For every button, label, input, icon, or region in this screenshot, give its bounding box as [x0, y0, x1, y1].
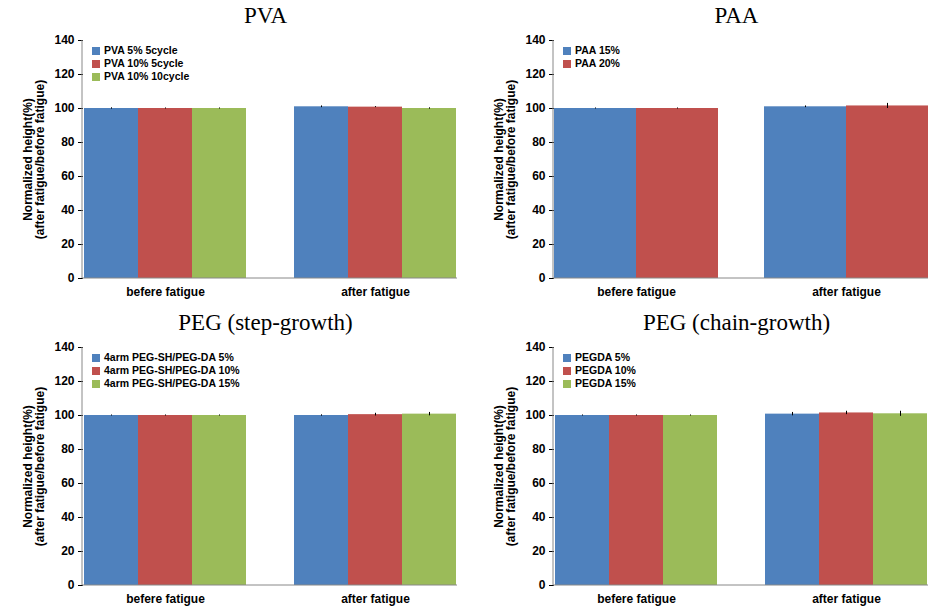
svg-text:40: 40	[61, 510, 75, 524]
html-text:PVA: PVA	[244, 3, 287, 28]
svg-text:Normalized height(%)(after fat: Normalized height(%)(after fatigue/befor…	[21, 80, 47, 239]
svg-text:80: 80	[61, 442, 75, 456]
svg-text:40: 40	[532, 203, 546, 217]
svg-text:Normalized height(%)(after fat: Normalized height(%)(after fatigue/befor…	[21, 387, 47, 546]
svg-text:60: 60	[532, 476, 546, 490]
html-text:PEGDA 15%: PEGDA 15%	[575, 377, 636, 389]
svg-text:befere fatigue: befere fatigue	[126, 592, 205, 606]
svg-text:80: 80	[532, 442, 546, 456]
html-text:PEGDA 10%: PEGDA 10%	[575, 364, 636, 376]
svg-text:140: 140	[54, 340, 74, 354]
html-text:4arm PEG-SH/PEG-DA 15%: 4arm PEG-SH/PEG-DA 15%	[104, 377, 240, 389]
html-text:PAA 20%: PAA 20%	[575, 57, 620, 69]
svg-text:0: 0	[539, 271, 546, 285]
svg-text:100: 100	[54, 101, 74, 115]
svg-text:20: 20	[61, 237, 75, 251]
svg-text:after fatigue: after fatigue	[812, 592, 881, 606]
svg-text:60: 60	[532, 169, 546, 183]
svg-text:80: 80	[61, 135, 75, 149]
svg-text:befere fatigue: befere fatigue	[126, 285, 205, 299]
svg-text:0: 0	[68, 578, 75, 592]
svg-text:0: 0	[539, 578, 546, 592]
svg-text:140: 140	[525, 33, 545, 47]
svg-text:80: 80	[532, 135, 546, 149]
svg-text:20: 20	[532, 237, 546, 251]
html-text:PEG (chain-growth): PEG (chain-growth)	[642, 310, 831, 335]
html-text:PVA 10% 5cycle: PVA 10% 5cycle	[104, 57, 184, 69]
svg-text:120: 120	[54, 67, 74, 81]
svg-text:20: 20	[532, 544, 546, 558]
html-text:4arm PEG-SH/PEG-DA 5%: 4arm PEG-SH/PEG-DA 5%	[104, 351, 234, 363]
svg-text:after fatigue: after fatigue	[341, 285, 410, 299]
html-text:PEGDA 5%: PEGDA 5%	[575, 351, 630, 363]
svg-text:after fatigue: after fatigue	[341, 592, 410, 606]
html-text:4arm PEG-SH/PEG-DA 10%: 4arm PEG-SH/PEG-DA 10%	[104, 364, 240, 376]
svg-text:100: 100	[54, 408, 74, 422]
svg-text:befere fatigue: befere fatigue	[597, 285, 676, 299]
html-text:PEG (step-growth): PEG (step-growth)	[178, 310, 353, 335]
svg-text:120: 120	[525, 67, 545, 81]
html-text:PVA 5% 5cycle: PVA 5% 5cycle	[104, 44, 178, 56]
svg-text:140: 140	[525, 340, 545, 354]
svg-text:120: 120	[525, 374, 545, 388]
html-text:PVA 10% 10cycle: PVA 10% 10cycle	[104, 70, 190, 82]
html-text:PAA: PAA	[714, 3, 759, 28]
svg-text:befere fatigue: befere fatigue	[597, 592, 676, 606]
html-text:PAA 15%: PAA 15%	[575, 44, 620, 56]
svg-text:100: 100	[525, 101, 545, 115]
svg-text:100: 100	[525, 408, 545, 422]
svg-text:60: 60	[61, 169, 75, 183]
svg-text:40: 40	[532, 510, 546, 524]
svg-text:Normalized height(%)(after fat: Normalized height(%)(after fatigue/befor…	[492, 80, 518, 239]
svg-text:after fatigue: after fatigue	[812, 285, 881, 299]
svg-text:120: 120	[54, 374, 74, 388]
svg-text:0: 0	[68, 271, 75, 285]
svg-text:Normalized height(%)(after fat: Normalized height(%)(after fatigue/befor…	[492, 387, 518, 546]
svg-text:40: 40	[61, 203, 75, 217]
svg-text:20: 20	[61, 544, 75, 558]
svg-text:140: 140	[54, 33, 74, 47]
svg-text:60: 60	[61, 476, 75, 490]
